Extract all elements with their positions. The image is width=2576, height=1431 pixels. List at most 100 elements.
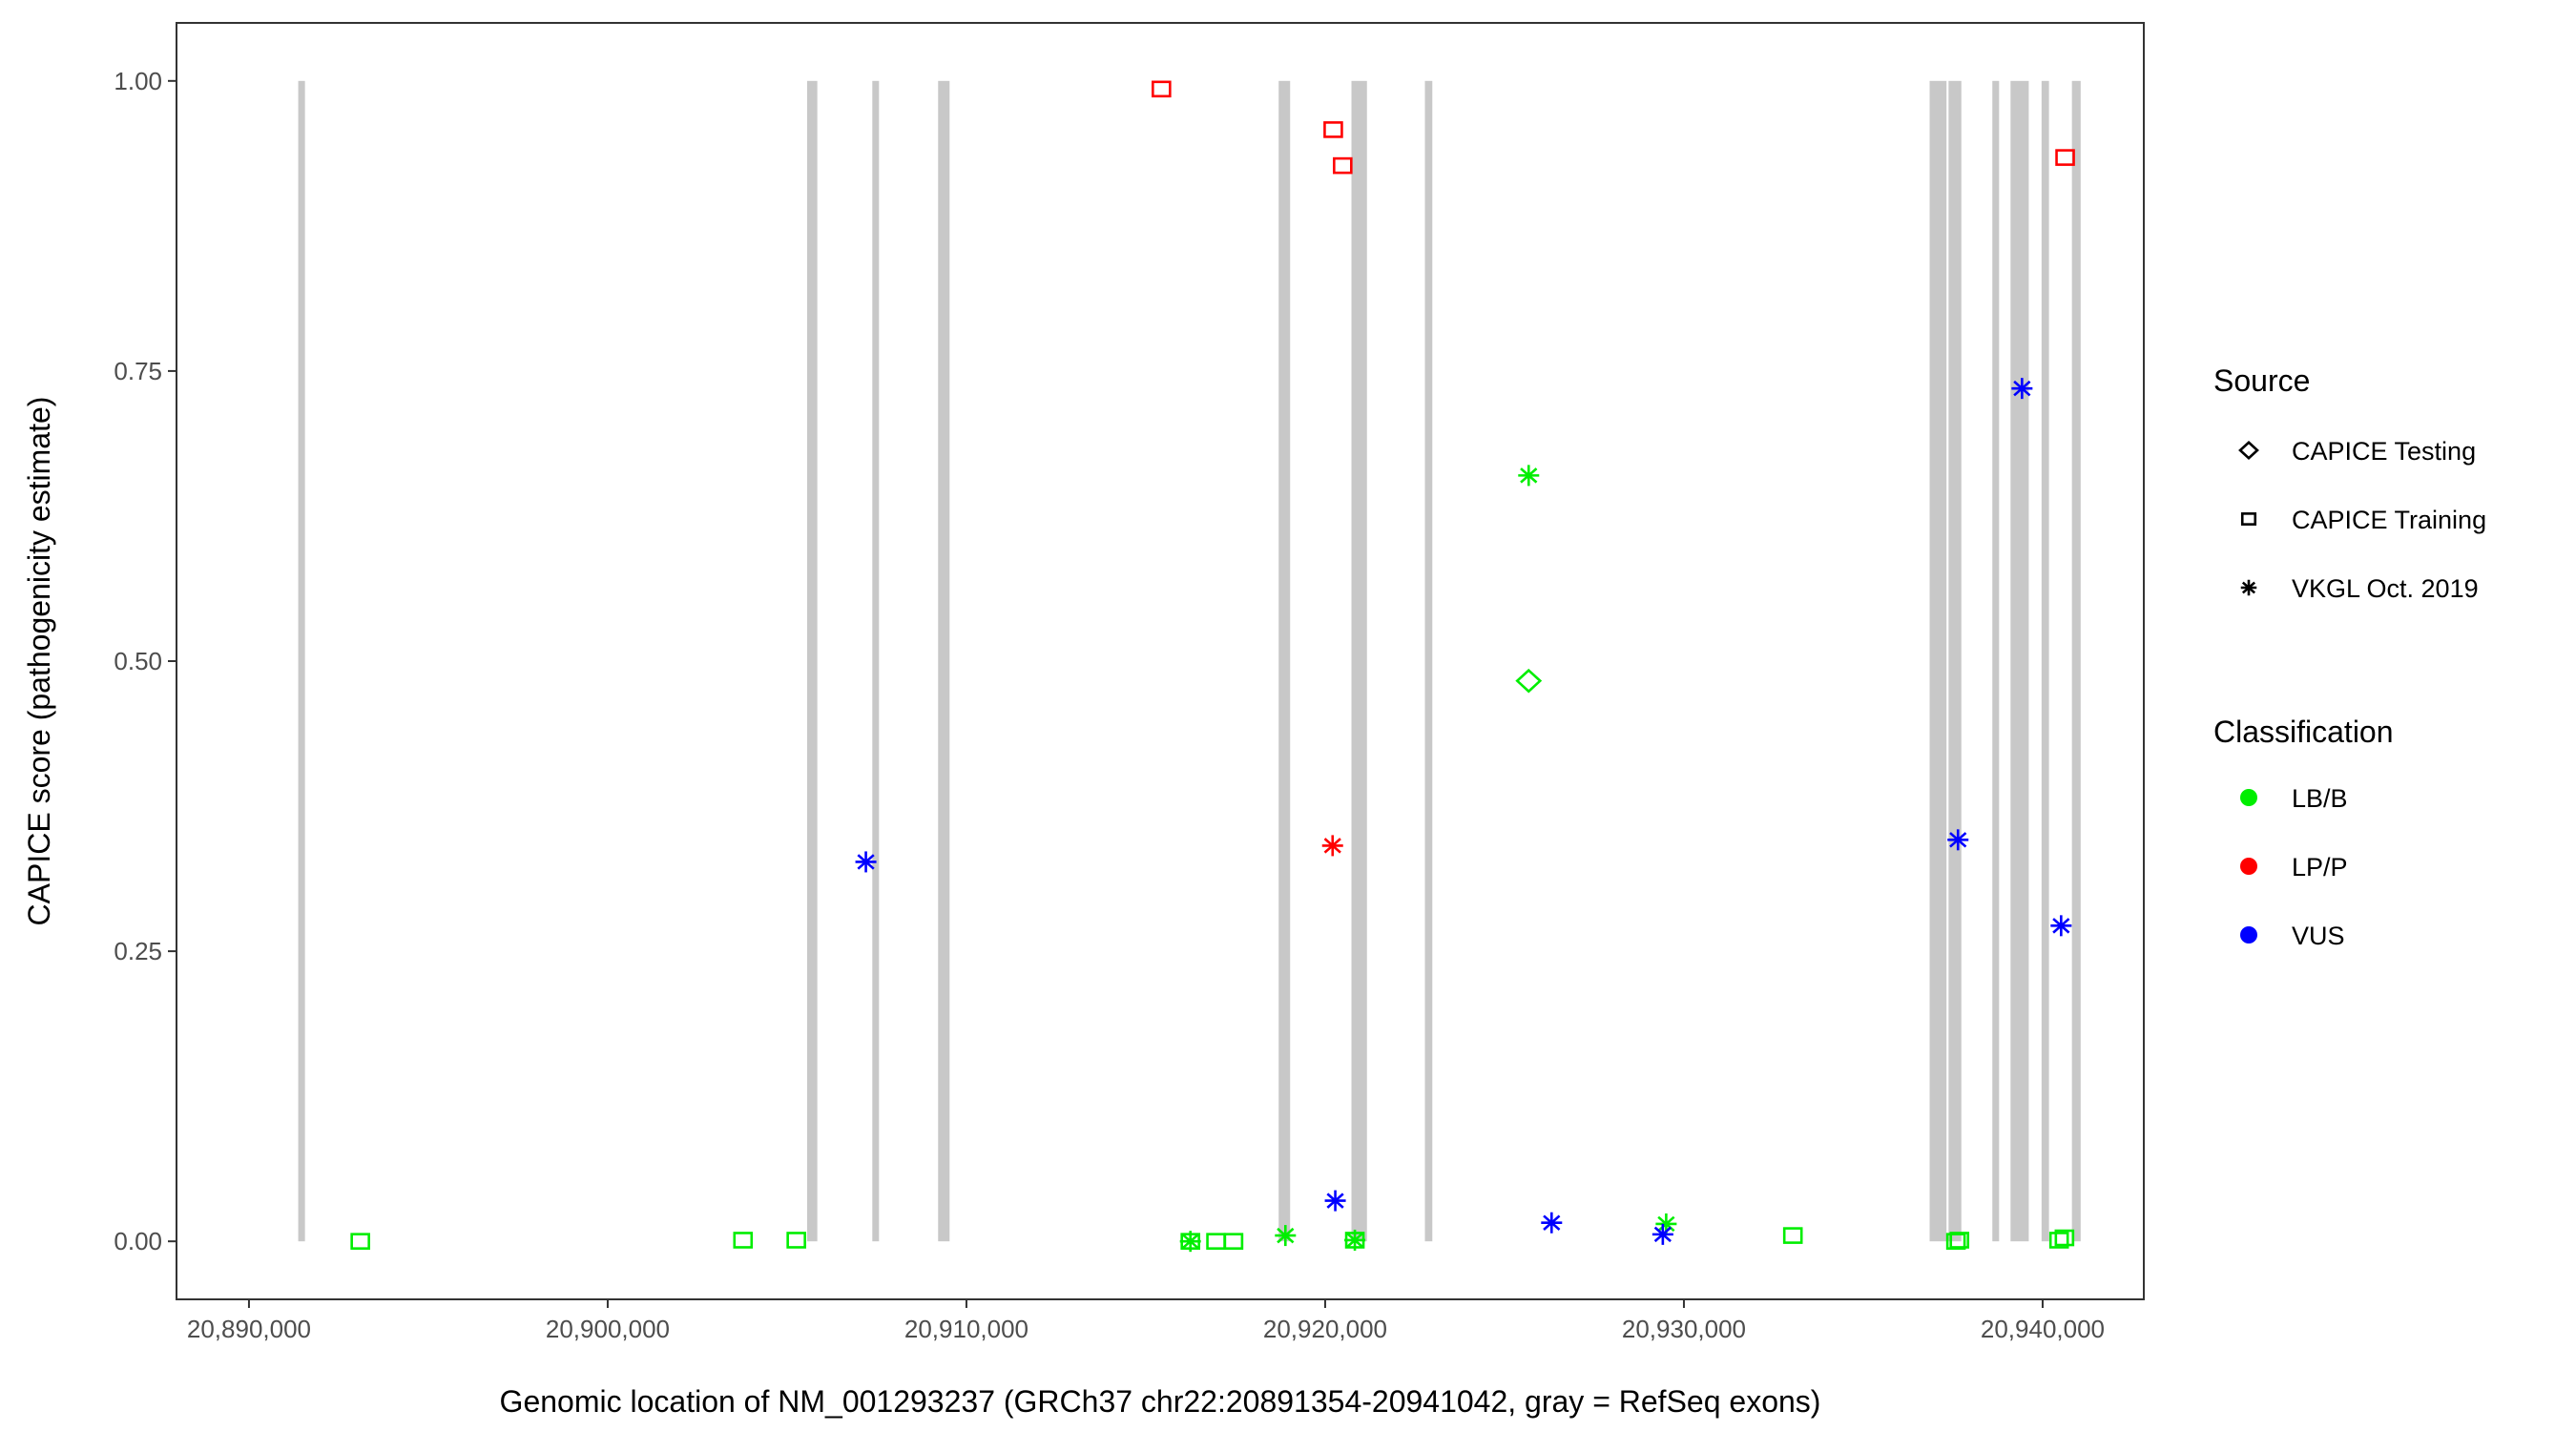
data-point	[2055, 149, 2075, 166]
legend-class-dot	[2240, 789, 2257, 806]
data-point	[2048, 1232, 2069, 1249]
legend-source-title: Source	[2213, 363, 2310, 398]
y-tick-label: 0.00	[114, 1227, 162, 1255]
square-marker	[733, 1232, 754, 1249]
x-tick-label: 20,930,000	[1622, 1315, 1746, 1343]
square-marker	[1333, 156, 1353, 175]
exon-bar	[938, 80, 950, 1242]
data-point	[1949, 1232, 1970, 1249]
square-marker	[786, 1232, 806, 1249]
y-tick-label: 1.00	[114, 67, 162, 95]
data-point	[1152, 80, 1172, 98]
asterisk-stroke	[857, 854, 875, 870]
asterisk-stroke	[1323, 838, 1341, 854]
x-axis: 20,890,000 20,900,000 20,910,000 20,920,000…	[187, 1299, 2105, 1343]
exon-bar	[2071, 80, 2081, 1242]
data-point	[1275, 1225, 1297, 1247]
square-marker	[1323, 121, 1343, 138]
x-axis-title: Genomic location of NM_001293237 (GRCh37…	[500, 1384, 1821, 1419]
exon-bar	[1992, 80, 2000, 1242]
asterisk-stroke	[1657, 1215, 1675, 1233]
legend-source-label: VKGL Oct. 2019	[2292, 574, 2479, 603]
x-tick-label: 20,940,000	[1981, 1315, 2105, 1343]
y-axis-title: CAPICE score (pathogenicity estimate)	[22, 397, 56, 926]
square-marker	[2055, 149, 2075, 166]
legend-source-key	[2238, 440, 2259, 461]
data-point	[1323, 121, 1343, 138]
asterisk-stroke	[1277, 1227, 1295, 1244]
asterisk-stroke	[2013, 380, 2031, 397]
legend-class-label: VUS	[2292, 922, 2345, 950]
asterisk-stroke	[1181, 1233, 1199, 1250]
data-point	[2011, 378, 2033, 400]
legend-class-label: LB/B	[2292, 784, 2348, 813]
asterisk-stroke	[1543, 1214, 1561, 1231]
square-marker	[1152, 80, 1172, 98]
exon-bar	[872, 80, 880, 1242]
legend-class-dot	[2240, 858, 2257, 875]
legend-source-key	[2240, 512, 2257, 526]
exon-bar	[298, 80, 305, 1242]
legend-class-label: LP/P	[2292, 853, 2348, 881]
data-point	[1333, 156, 1353, 175]
data-point	[1652, 1223, 1673, 1245]
square-marker	[1180, 1233, 1200, 1250]
y-tick-label: 0.25	[114, 937, 162, 965]
data-point	[1321, 835, 1343, 857]
asterisk-stroke	[1345, 1232, 1364, 1249]
square-marker	[2048, 1232, 2069, 1249]
legend-class-dot	[2240, 926, 2257, 944]
square-marker	[350, 1233, 370, 1250]
data-point	[733, 1232, 754, 1249]
data-point	[855, 851, 877, 873]
y-axis: 0.00 0.25 0.50 0.75 1.00	[114, 67, 177, 1255]
data-point	[1515, 668, 1543, 694]
plot-panel-border	[176, 22, 2145, 1300]
data-point	[1206, 1233, 1226, 1250]
exon-bar	[2041, 80, 2049, 1242]
data-point	[786, 1232, 806, 1249]
exon-bar	[1351, 80, 1367, 1242]
exon-bar	[1278, 80, 1291, 1242]
legend-source-key	[2240, 579, 2257, 596]
x-tick-label: 20,890,000	[187, 1315, 311, 1343]
data-point	[350, 1233, 370, 1250]
diamond-marker	[1515, 668, 1543, 694]
legend-class-title: Classification	[2213, 715, 2394, 749]
data-point	[1180, 1233, 1200, 1250]
square-marker	[2240, 512, 2257, 526]
asterisk-stroke	[1326, 1192, 1344, 1209]
y-tick-label: 0.75	[114, 357, 162, 385]
data-point	[1541, 1212, 1563, 1234]
legend-source-label: CAPICE Training	[2292, 506, 2486, 534]
data-point	[1518, 465, 1540, 487]
data-point	[1223, 1233, 1244, 1250]
exon-bar	[2010, 80, 2029, 1242]
data-point	[2050, 915, 2072, 937]
data-point	[2054, 1229, 2075, 1247]
x-tick-label: 20,900,000	[546, 1315, 670, 1343]
square-marker	[1782, 1227, 1803, 1244]
asterisk-stroke	[2052, 918, 2070, 934]
asterisk-stroke	[1653, 1226, 1672, 1243]
exon-bar	[1948, 80, 1962, 1242]
square-marker	[1949, 1232, 1970, 1249]
diamond-marker	[2238, 440, 2259, 461]
data-point	[1324, 1190, 1346, 1212]
square-marker	[1223, 1233, 1244, 1250]
x-tick-label: 20,910,000	[904, 1315, 1028, 1343]
exon-bar	[1424, 80, 1433, 1242]
data-point	[1344, 1229, 1366, 1251]
exon-bar	[1929, 80, 1947, 1242]
legend-source-label: CAPICE Testing	[2292, 437, 2476, 466]
square-marker	[1206, 1233, 1226, 1250]
x-tick-label: 20,920,000	[1263, 1315, 1387, 1343]
exon-bar	[807, 80, 818, 1242]
y-tick-label: 0.50	[114, 647, 162, 675]
legend: Source Classification CAPICE Testing CAPI…	[2213, 363, 2486, 950]
data-point	[1782, 1227, 1803, 1244]
asterisk-stroke	[1520, 467, 1538, 484]
exon-bars	[298, 80, 2081, 1242]
data-point	[1947, 829, 1969, 851]
